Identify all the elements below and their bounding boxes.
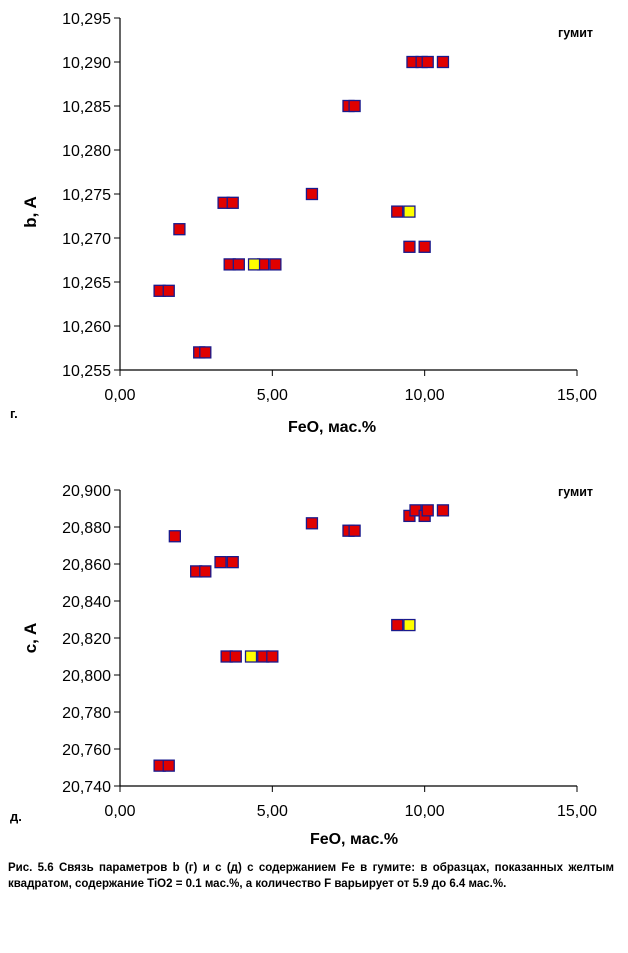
data-point-red	[391, 618, 404, 632]
figure-caption: Рис. 5.6 Связь параметров b (г) и с (д) …	[8, 862, 614, 891]
data-point-red	[226, 196, 239, 209]
data-point-red	[305, 187, 319, 201]
x-ticks-b: 0,00 5,00 10,00 15,00	[104, 370, 597, 404]
y-ticks-c: 20,740 20,760 20,780 20,800 20,820 20,840 20,8…	[62, 483, 120, 796]
data-point-red	[214, 556, 227, 569]
y-tick-label: 20,760	[62, 742, 111, 759]
data-point-red	[348, 524, 361, 537]
y-tick-label: 20,800	[62, 668, 111, 685]
y-tick-label: 20,880	[62, 520, 111, 537]
y-axis-label-b: b, A	[21, 196, 40, 227]
annotation-humite-c: гумит	[558, 485, 593, 499]
markers-b	[153, 55, 450, 359]
data-point-yellow	[244, 650, 258, 663]
data-point-red	[229, 650, 242, 663]
data-point-red	[226, 556, 239, 569]
y-tick-label: 20,780	[62, 705, 111, 722]
y-axis-label-c: c, A	[21, 623, 40, 654]
x-tick-label: 0,00	[104, 803, 135, 820]
plot-area-b	[119, 18, 577, 371]
data-point-red	[305, 517, 319, 530]
x-tick-label: 5,00	[257, 803, 288, 820]
panel-label-g: г.	[10, 406, 18, 421]
data-point-red	[391, 205, 404, 218]
y-tick-label: 10,255	[62, 363, 111, 380]
y-tick-label: 10,260	[62, 319, 111, 336]
x-tick-label: 10,00	[405, 803, 445, 820]
y-tick-label: 20,900	[62, 483, 111, 500]
y-tick-label: 10,285	[62, 99, 111, 116]
x-tick-label: 15,00	[557, 387, 597, 404]
x-axis-label-c: FeO, мас.%	[310, 831, 398, 848]
y-tick-label: 20,860	[62, 557, 111, 574]
chart-c-panel: 20,740 20,760 20,780 20,800 20,820 20,840 20,8…	[10, 483, 597, 848]
data-point-red	[269, 258, 282, 271]
y-tick-label: 10,270	[62, 231, 111, 248]
data-point-red	[199, 346, 212, 359]
y-tick-label: 10,275	[62, 187, 111, 204]
x-ticks-c: 0,00 5,00 10,00 15,00	[104, 786, 597, 820]
y-tick-label: 20,740	[62, 779, 111, 796]
y-tick-label: 10,280	[62, 143, 111, 160]
data-point-yellow	[403, 618, 416, 632]
y-tick-label: 20,820	[62, 631, 111, 648]
x-tick-label: 10,00	[405, 387, 445, 404]
x-tick-label: 5,00	[257, 387, 288, 404]
data-point-red	[162, 284, 175, 297]
data-point-red	[162, 759, 175, 772]
data-point-yellow	[247, 258, 261, 271]
data-point-red	[421, 504, 434, 517]
y-tick-label: 10,265	[62, 275, 111, 292]
data-point-red	[266, 650, 279, 663]
data-point-red	[173, 223, 186, 236]
y-ticks-b: 10,255 10,260 10,265 10,270 10,275 10,280 10,2…	[62, 11, 120, 380]
y-tick-label: 10,295	[62, 11, 111, 28]
y-tick-label: 10,290	[62, 55, 111, 72]
data-point-yellow	[403, 205, 416, 218]
annotation-humite-b: гумит	[558, 26, 593, 40]
data-point-red	[421, 55, 434, 69]
data-point-red	[436, 504, 450, 517]
x-tick-label: 0,00	[104, 387, 135, 404]
data-point-red	[199, 565, 212, 578]
data-point-red	[348, 99, 361, 113]
data-point-red	[403, 240, 416, 253]
y-tick-label: 20,840	[62, 594, 111, 611]
data-point-red	[232, 258, 245, 271]
x-tick-label: 15,00	[557, 803, 597, 820]
data-point-red	[436, 55, 450, 69]
markers-c	[153, 504, 450, 772]
x-axis-label-b: FeO, мас.%	[288, 419, 376, 436]
chart-b-panel: 10,255 10,260 10,265 10,270 10,275 10,280 10,2…	[10, 11, 597, 436]
panel-label-d: д.	[10, 809, 22, 824]
data-point-red	[418, 240, 431, 253]
data-point-red	[168, 530, 181, 543]
